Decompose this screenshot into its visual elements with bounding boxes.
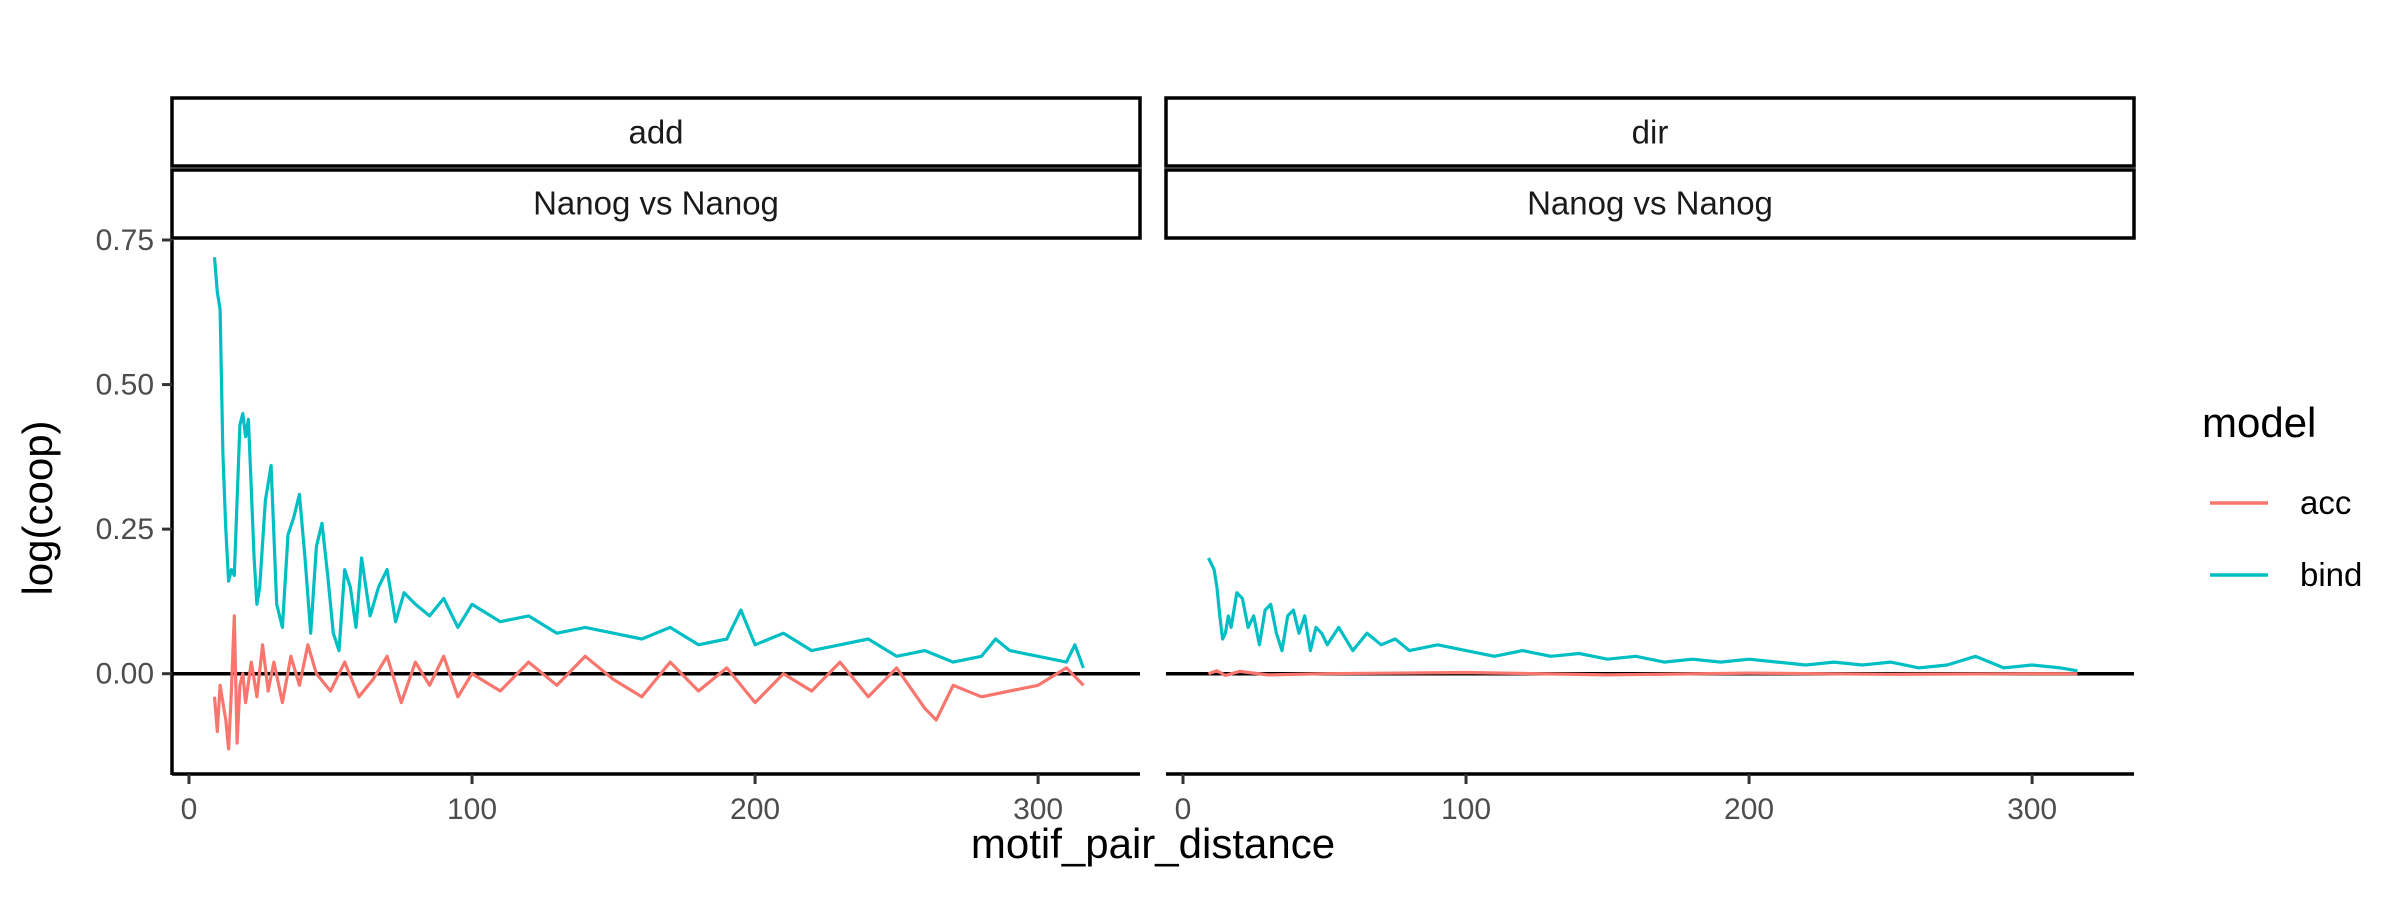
- x-tick-label-add-300: 300: [1013, 793, 1063, 826]
- x-tick-label-add-100: 100: [447, 793, 497, 826]
- strip-add-label: add: [628, 114, 683, 151]
- x-tick-label-dir-200: 200: [1724, 793, 1774, 826]
- plot-area-dir: 0 100 200 300: [1166, 557, 2134, 826]
- series-acc-add: [212, 614, 1085, 751]
- legend-title: model: [2202, 399, 2316, 446]
- legend-label-acc: acc: [2300, 484, 2351, 521]
- strip-add-row-label: Nanog vs Nanog: [533, 185, 779, 222]
- legend: model acc bind: [2202, 399, 2362, 593]
- legend-label-bind: bind: [2300, 556, 2362, 593]
- x-tick-label-add-0: 0: [181, 793, 198, 826]
- plot-area-add: 0 100 200 300: [172, 257, 1140, 826]
- series-bind-add: [212, 257, 1085, 669]
- strip-add-box: [170, 96, 1142, 168]
- y-tick-label-0.25: 0.25: [96, 513, 154, 546]
- strip-dir-label: dir: [1632, 114, 1669, 151]
- x-tick-label-dir-0: 0: [1175, 793, 1192, 826]
- x-tick-label-dir-100: 100: [1441, 793, 1491, 826]
- y-axis: 0.00 0.25 0.50 0.75: [96, 224, 174, 775]
- x-axis-title: motif_pair_distance: [971, 820, 1335, 867]
- strip-dir-box: [1164, 96, 2136, 168]
- series-bind-dir: [1207, 557, 2078, 673]
- y-tick-label-0.00: 0.00: [96, 658, 154, 691]
- x-tick-label-add-200: 200: [730, 793, 780, 826]
- y-axis-title: log(coop): [14, 420, 61, 595]
- series-acc-dir: [1207, 669, 2078, 678]
- strip-dir-row-box: [1164, 168, 2136, 240]
- strip-dir-row-label: Nanog vs Nanog: [1527, 185, 1773, 222]
- panel-dir: dir Nanog vs Nanog 0 100 200 300: [1164, 96, 2136, 826]
- panel-add: add Nanog vs Nanog 0 100 200 300: [170, 96, 1142, 826]
- y-tick-label-0.50: 0.50: [96, 369, 154, 402]
- y-tick-label-0.75: 0.75: [96, 224, 154, 257]
- x-tick-label-dir-300: 300: [2007, 793, 2057, 826]
- strip-add-row-box: [170, 168, 1142, 240]
